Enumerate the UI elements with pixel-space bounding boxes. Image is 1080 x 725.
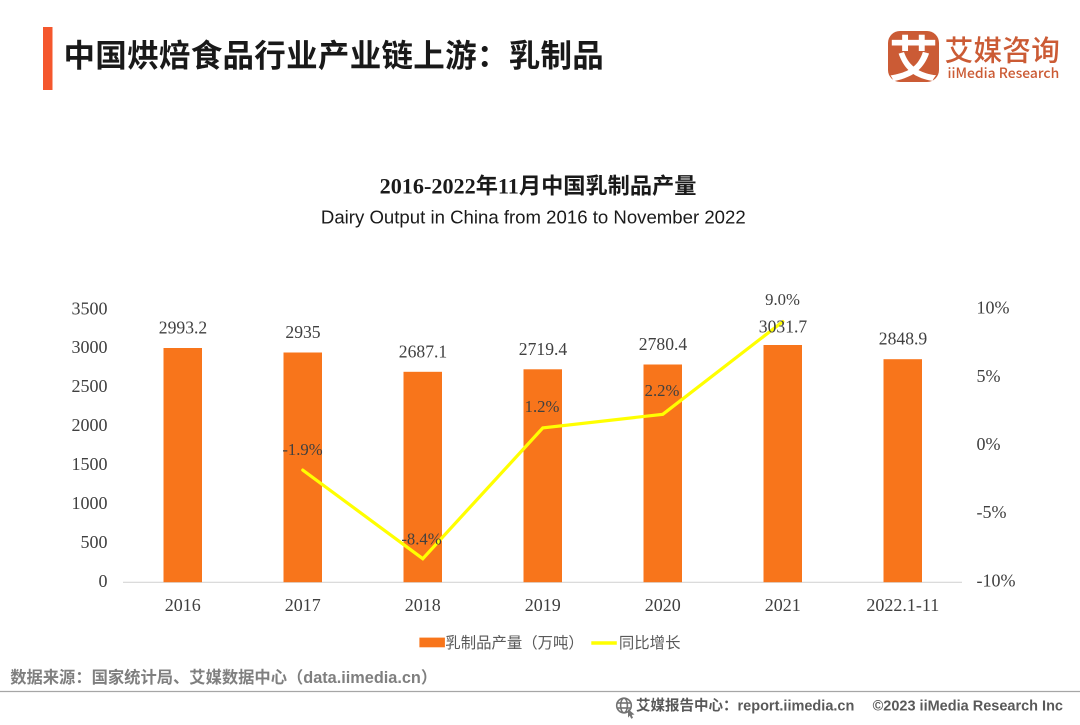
svg-text:3500: 3500 (72, 298, 108, 318)
svg-text:2.2%: 2.2% (645, 381, 680, 400)
svg-text:3031.7: 3031.7 (759, 317, 808, 337)
svg-text:中国烘焙食品行业产业链上游：乳制品: 中国烘焙食品行业产业链上游：乳制品 (64, 38, 605, 74)
svg-text:5%: 5% (977, 366, 1001, 386)
svg-text:艾: 艾 (889, 34, 938, 88)
svg-text:数据来源：国家统计局、艾媒数据中心（data.iimedia: 数据来源：国家统计局、艾媒数据中心（data.iimedia.cn） (10, 668, 437, 687)
svg-text:-8.4%: -8.4% (401, 530, 441, 549)
svg-text:艾媒咨询: 艾媒咨询 (945, 35, 1061, 67)
svg-text:©2023 iiMedia Research Inc: ©2023 iiMedia Research Inc (873, 699, 1063, 715)
svg-text:3000: 3000 (72, 337, 108, 357)
svg-text:1500: 1500 (72, 454, 108, 474)
svg-text:2021: 2021 (765, 595, 801, 615)
svg-text:10%: 10% (977, 298, 1010, 318)
svg-text:9.0%: 9.0% (765, 290, 800, 309)
svg-text:2022.1-11: 2022.1-11 (866, 595, 939, 615)
svg-text:2687.1: 2687.1 (399, 341, 447, 361)
svg-text:艾媒报告中心：report.iimedia.cn: 艾媒报告中心：report.iimedia.cn (636, 697, 854, 715)
svg-text:2019: 2019 (525, 595, 561, 615)
svg-text:2848.9: 2848.9 (879, 329, 928, 349)
svg-text:2935: 2935 (285, 322, 320, 342)
svg-text:1.2%: 1.2% (525, 397, 560, 416)
svg-text:2719.4: 2719.4 (519, 339, 568, 359)
svg-text:0: 0 (99, 571, 108, 591)
svg-text:2016-2022年11月中国乳制品产量: 2016-2022年11月中国乳制品产量 (380, 174, 697, 199)
svg-text:500: 500 (81, 532, 108, 552)
svg-text:2016: 2016 (165, 595, 201, 615)
svg-text:iiMedia Research: iiMedia Research (948, 63, 1060, 83)
svg-text:2017: 2017 (285, 595, 321, 615)
svg-text:乳制品产量（万吨）: 乳制品产量（万吨） (445, 634, 584, 652)
svg-text:0%: 0% (977, 434, 1001, 454)
svg-text:-5%: -5% (977, 502, 1007, 522)
svg-text:1000: 1000 (72, 493, 108, 513)
svg-text:-1.9%: -1.9% (282, 440, 322, 459)
svg-text:同比增长: 同比增长 (619, 634, 681, 652)
svg-text:2020: 2020 (645, 595, 681, 615)
svg-text:Dairy Output in China from 201: Dairy Output in China from 2016 to Novem… (321, 207, 746, 228)
svg-text:2780.4: 2780.4 (639, 334, 688, 354)
svg-text:2500: 2500 (72, 376, 108, 396)
svg-text:2993.2: 2993.2 (159, 318, 207, 338)
svg-text:-10%: -10% (977, 570, 1016, 590)
svg-text:2000: 2000 (72, 415, 108, 435)
svg-text:2018: 2018 (405, 595, 441, 615)
